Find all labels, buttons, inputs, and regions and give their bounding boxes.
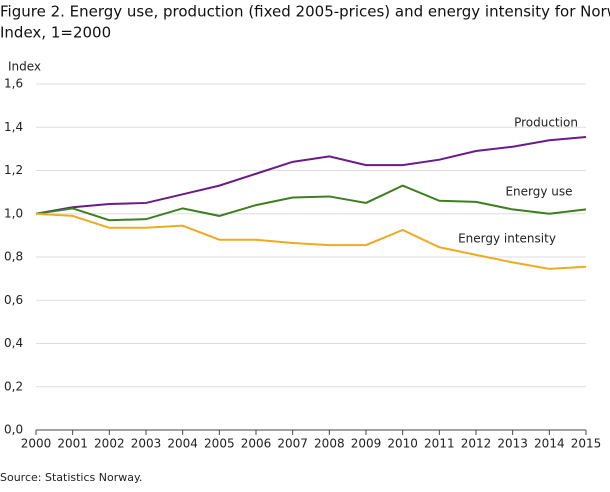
x-tick-label: 2009 (351, 437, 382, 451)
y-tick-label: 1,2 (4, 163, 23, 177)
source: Source: Statistics Norway. (0, 471, 142, 484)
y-tick-label: 0,2 (4, 379, 23, 393)
y-tick-label: 0,0 (4, 423, 23, 437)
x-tick-label: 2010 (387, 437, 418, 451)
x-tick-label: 2011 (424, 437, 455, 451)
series-label: Production (514, 116, 578, 130)
x-tick-label: 2015 (571, 437, 602, 451)
y-tick-label: 1,0 (4, 206, 23, 220)
x-tick-label: 2012 (461, 437, 492, 451)
y-tick-label: 0,6 (4, 293, 23, 307)
y-tick-label: 0,4 (4, 336, 23, 350)
y-axis-label: Index (8, 60, 41, 74)
y-tick-label: 1,4 (4, 120, 23, 134)
x-tick-label: 2013 (497, 437, 528, 451)
y-tick-label: 1,6 (4, 77, 23, 91)
x-tick-label: 2003 (131, 437, 162, 451)
line (35, 184, 587, 222)
line (35, 212, 587, 270)
x-tick-label: 2006 (241, 437, 272, 451)
x-tick-label: 2001 (57, 437, 88, 451)
x-tick-label: 2014 (534, 437, 565, 451)
chart-title: Figure 2. Energy use, production (fixed … (0, 3, 610, 21)
series-label: Energy intensity (458, 232, 556, 246)
series-label: Energy use (505, 185, 572, 199)
chart-subtitle: Index, 1=2000 (0, 24, 111, 42)
x-tick-label: 2004 (167, 437, 198, 451)
x-tick-label: 2005 (204, 437, 235, 451)
y-tick-label: 0,8 (4, 250, 23, 264)
x-tick-label: 2000 (21, 437, 52, 451)
x-tick-label: 2008 (314, 437, 345, 451)
x-tick-label: 2007 (277, 437, 308, 451)
line (35, 135, 587, 215)
x-tick-label: 2002 (94, 437, 125, 451)
